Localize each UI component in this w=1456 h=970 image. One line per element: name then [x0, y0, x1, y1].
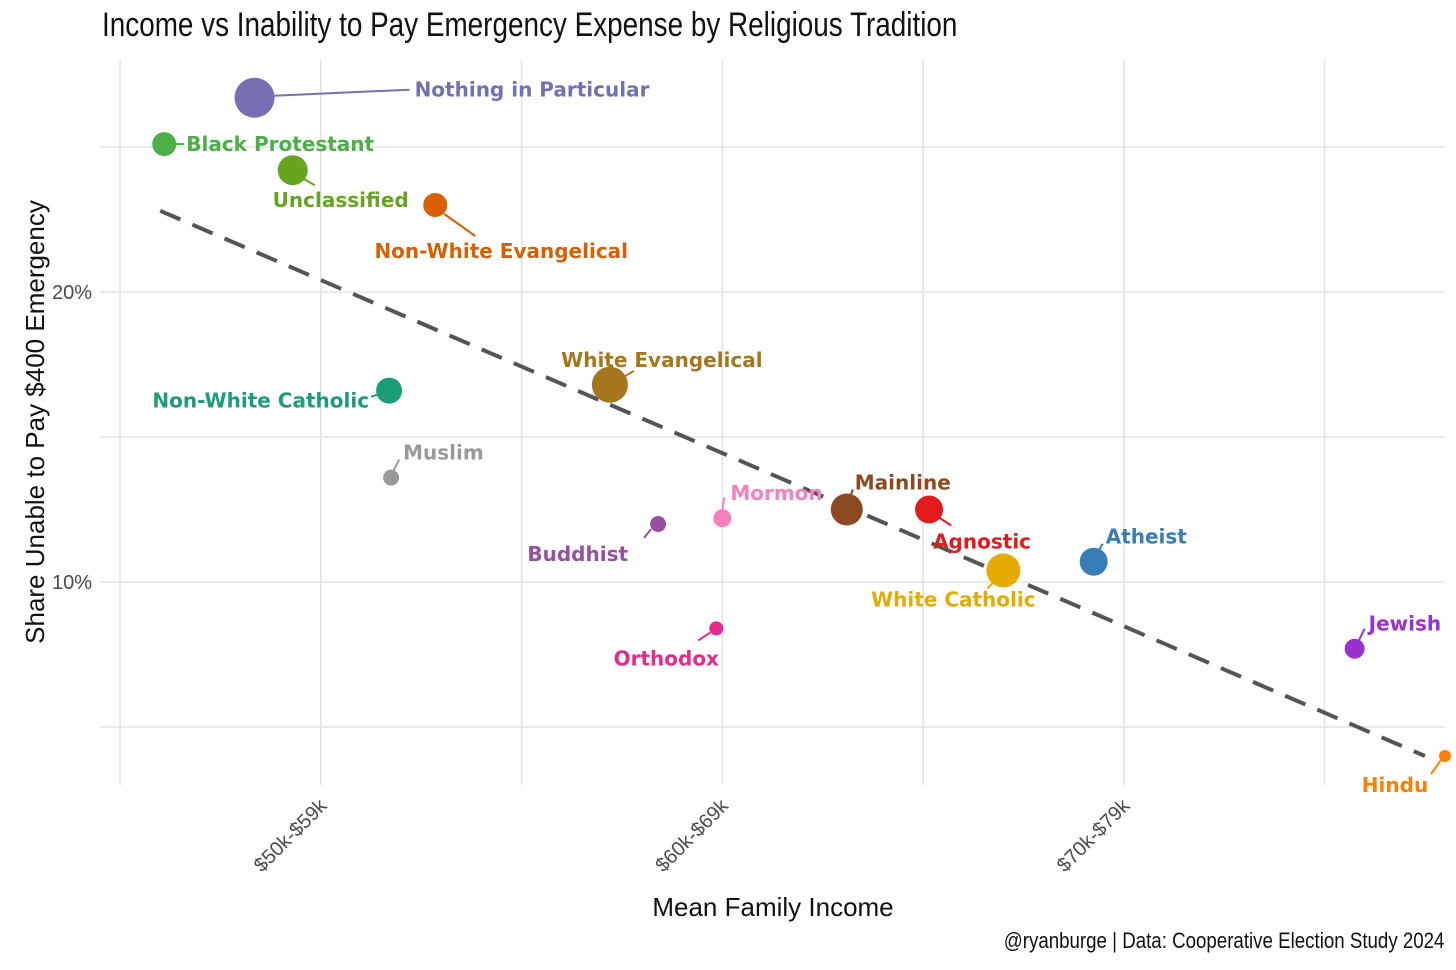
data-points: Nothing in Particular Black Protestant Unc… [152, 77, 1451, 797]
data-point [1439, 750, 1451, 762]
data-point [986, 553, 1021, 588]
data-point-group: Jewish [1344, 612, 1441, 659]
label-leader-line [938, 516, 952, 527]
data-point [830, 493, 863, 526]
data-point-group: Nothing in Particular [234, 77, 650, 118]
data-point [277, 155, 308, 186]
data-point [423, 193, 448, 217]
label-leader-line [392, 459, 400, 473]
data-point-group: Hindu [1362, 750, 1451, 797]
x-tick-label: $60k-$69k [651, 794, 733, 876]
label-leader-line [1430, 759, 1442, 775]
data-point [152, 132, 177, 157]
data-point-label: Unclassified [273, 188, 409, 212]
y-tick-label: 20% [52, 282, 92, 304]
data-point-group: Orthodox [614, 621, 724, 670]
data-point-label: Nothing in Particular [415, 78, 650, 102]
x-tick-label: $50k-$59k [250, 794, 332, 876]
data-point-group: Non-White Catholic [152, 377, 403, 413]
label-leader-line [697, 631, 711, 642]
label-leader-line [443, 213, 476, 237]
chart-caption: @ryanburge | Data: Cooperative Election … [1003, 928, 1444, 953]
data-point [915, 495, 944, 524]
data-point [376, 377, 403, 404]
label-leader-line [721, 497, 726, 512]
data-point-group: Agnostic [915, 495, 1031, 554]
data-point-label: Agnostic [933, 530, 1031, 554]
x-tick-label: $70k-$79k [1053, 794, 1135, 876]
data-point [1079, 547, 1108, 576]
data-point [1344, 638, 1365, 659]
data-point-group: Muslim [383, 441, 484, 486]
data-point-group: White Catholic [871, 553, 1036, 611]
trend-line-layer [159, 208, 1426, 758]
data-point-group: Buddhist [527, 516, 667, 566]
data-point-label: Atheist [1106, 525, 1188, 549]
chart-title: Income vs Inability to Pay Emergency Exp… [102, 6, 958, 44]
data-point [383, 469, 400, 486]
data-point-label: Mormon [730, 481, 822, 505]
data-point-group: Atheist [1079, 525, 1188, 576]
data-point-label: Muslim [403, 441, 484, 465]
data-point-group: White Evangelical [561, 348, 763, 403]
data-point-group: Non-White Evangelical [374, 193, 628, 263]
label-leader-line [302, 177, 316, 187]
data-point-label: Orthodox [614, 646, 719, 670]
data-point-group: Mainline [830, 471, 951, 526]
data-point-label: White Catholic [871, 587, 1036, 611]
label-leader-line [1357, 628, 1366, 642]
data-point-label: White Evangelical [561, 348, 762, 372]
data-point-label: Jewish [1367, 612, 1441, 636]
y-tick-label: 10% [52, 572, 92, 594]
data-point [713, 509, 732, 528]
data-point [709, 621, 724, 636]
data-point [591, 366, 628, 403]
x-axis-title: Mean Family Income [652, 892, 893, 922]
data-point-group: Mormon [713, 481, 823, 528]
data-point-label: Mainline [855, 471, 951, 495]
data-point-label: Black Protestant [186, 132, 374, 156]
grid-lines [100, 60, 1445, 785]
data-point [234, 77, 275, 118]
data-point-group: Black Protestant [152, 132, 375, 157]
label-leader-line [643, 528, 652, 539]
data-point-label: Non-White Evangelical [374, 239, 628, 263]
data-point [650, 516, 667, 532]
trend-line [159, 208, 1426, 758]
data-point-group: Unclassified [273, 155, 409, 212]
label-leader-line [274, 88, 410, 97]
label-leader-line [623, 369, 635, 378]
data-point-label: Hindu [1362, 773, 1428, 797]
data-point-label: Buddhist [527, 542, 628, 566]
data-point-label: Non-White Catholic [152, 389, 369, 413]
y-axis-title: Share Unable to Pay $400 Emergency [20, 200, 50, 644]
